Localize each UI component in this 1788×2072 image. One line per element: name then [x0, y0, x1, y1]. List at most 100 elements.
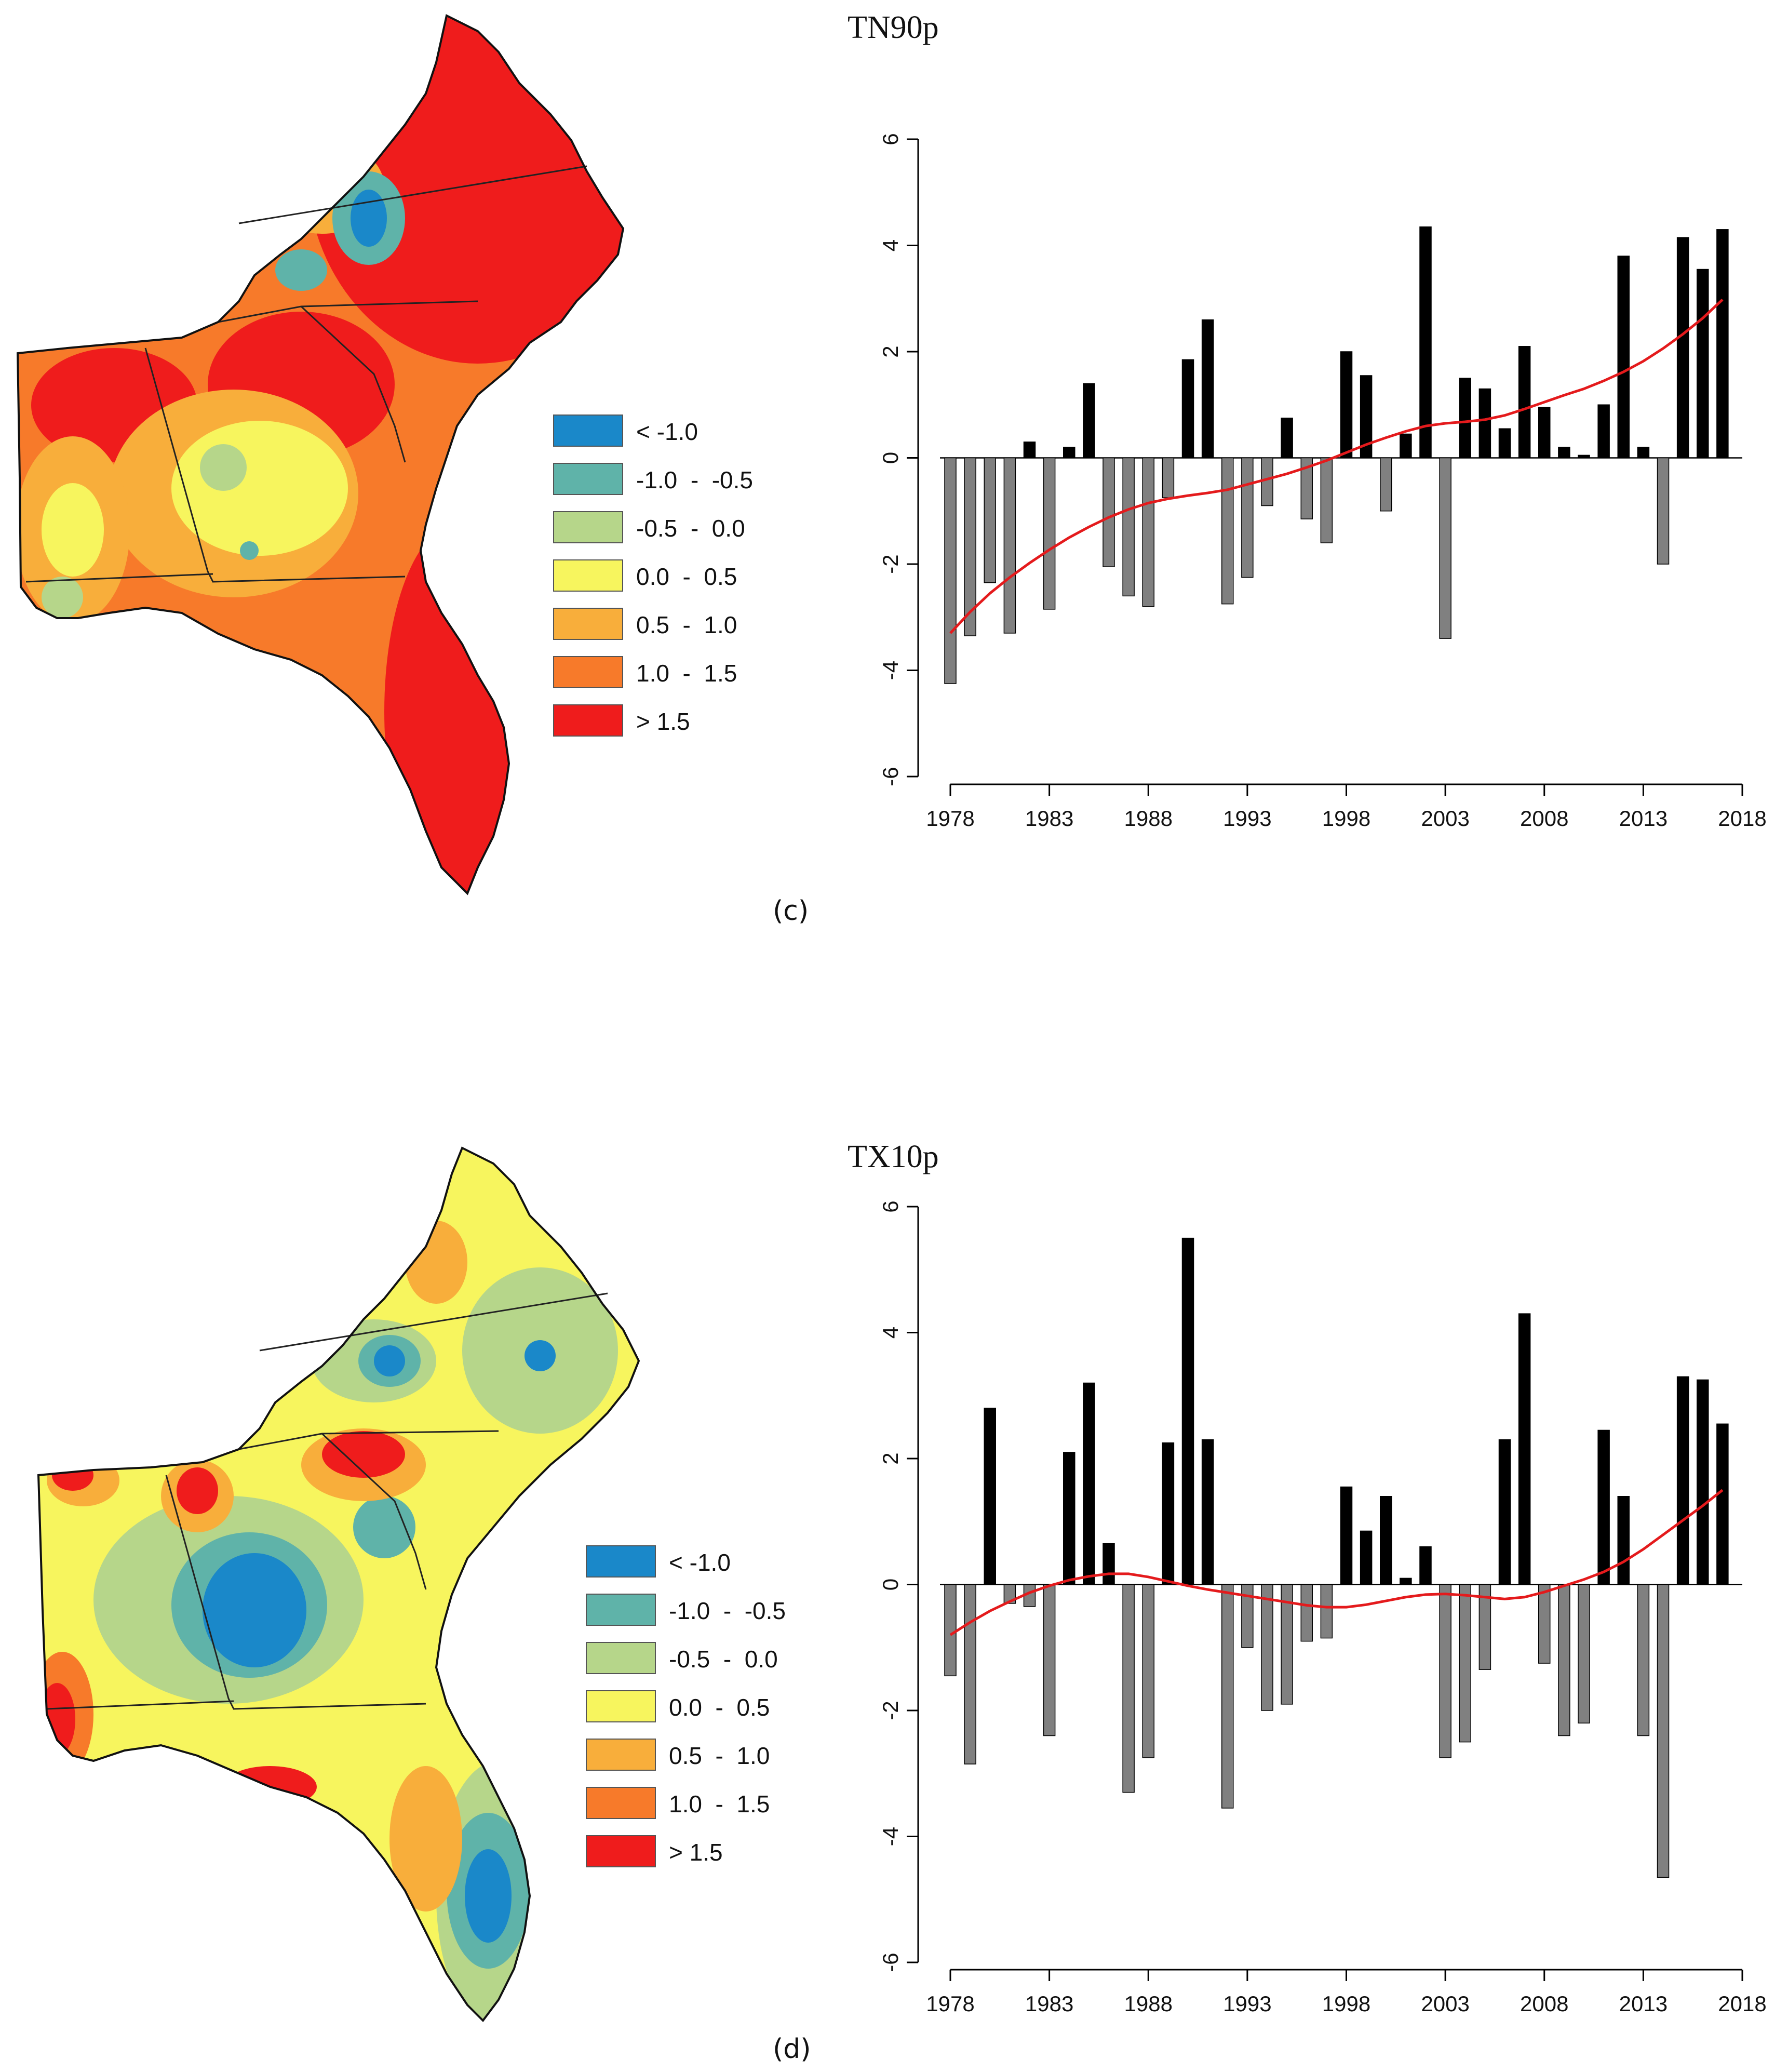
bar: [1181, 359, 1194, 459]
y-tick-label: -2: [878, 1701, 903, 1720]
bar: [1578, 1584, 1590, 1723]
x-tick-label: 1988: [1124, 806, 1173, 831]
legend-label: 0.0 - 0.5: [669, 1694, 770, 1721]
legend-swatch: [553, 704, 623, 737]
bar: [1003, 457, 1016, 634]
bar: [1419, 226, 1432, 459]
legend-swatch: [586, 1739, 656, 1771]
bar: [1617, 1496, 1630, 1585]
bar: [1142, 1584, 1154, 1758]
bar: [1320, 457, 1333, 543]
x-tick-label: 1993: [1223, 806, 1271, 831]
bar: [1597, 1429, 1610, 1585]
x-tick-label: 1983: [1025, 806, 1073, 831]
legend-label: -0.5 - 0.0: [669, 1646, 778, 1673]
y-tick-label: 6: [878, 1200, 903, 1212]
bar: [1518, 1313, 1531, 1585]
x-tick-label: 1998: [1322, 806, 1370, 831]
bar: [1023, 442, 1036, 459]
x-tick-label: 2018: [1718, 806, 1766, 831]
bar: [1083, 1382, 1095, 1585]
bar: [1360, 375, 1373, 459]
y-tick-label: -2: [878, 554, 903, 573]
x-tick-label: 2018: [1718, 1991, 1766, 2016]
bar: [1716, 229, 1729, 459]
bar: [1558, 447, 1570, 459]
bar: [1261, 1584, 1273, 1711]
bar: [1498, 428, 1511, 459]
legend-label: 0.5 - 1.0: [669, 1742, 770, 1769]
tn90p-trend-map: [16, 14, 625, 895]
bar: [1380, 1496, 1392, 1585]
bar: [1320, 1584, 1333, 1639]
bar: [1201, 319, 1214, 459]
trend-line: [949, 298, 1724, 634]
bar: [1558, 1584, 1570, 1736]
legend-label: 1.0 - 1.5: [669, 1790, 770, 1817]
bar: [1657, 457, 1670, 565]
legend-swatch: [553, 415, 623, 447]
legend-swatch: [586, 1835, 656, 1867]
legend-label: < -1.0: [636, 418, 698, 445]
bar: [1221, 457, 1234, 605]
bar: [1459, 1584, 1471, 1743]
legend-label: -1.0 - -0.5: [669, 1597, 786, 1624]
bar: [1538, 407, 1551, 459]
legend-swatch: [553, 511, 623, 543]
bar: [1657, 1584, 1670, 1878]
bar: [1043, 457, 1056, 610]
bar: [944, 1584, 957, 1677]
panel-label: (c): [773, 895, 809, 927]
legend-label: > 1.5: [669, 1839, 723, 1866]
bar: [1340, 1486, 1353, 1585]
legend-swatch: [586, 1545, 656, 1578]
bar: [1637, 1584, 1650, 1736]
bar: [1340, 351, 1353, 459]
trend-line: [949, 1489, 1724, 1636]
legend-swatch: [553, 656, 623, 688]
legend-swatch: [553, 608, 623, 640]
legend-label: -0.5 - 0.0: [636, 515, 745, 542]
x-tick-label: 2013: [1619, 1991, 1668, 2016]
x-tick-label: 2008: [1520, 806, 1568, 831]
bar: [1300, 1584, 1313, 1642]
x-tick-label: 1998: [1322, 1991, 1370, 2016]
legend-d: < -1.0 -1.0 - -0.5 -0.5 - 0.0 0.0 - 0.5 …: [586, 1545, 804, 1878]
legend-label: < -1.0: [669, 1549, 731, 1576]
y-tick-label: 6: [878, 133, 903, 145]
legend-label: 0.5 - 1.0: [636, 611, 737, 638]
bar: [1162, 1442, 1175, 1585]
bar: [1103, 1543, 1115, 1585]
bar: [1142, 457, 1154, 607]
bar: [1716, 1423, 1729, 1585]
bar: [1676, 237, 1689, 459]
legend-swatch: [586, 1787, 656, 1819]
bar: [1063, 1452, 1076, 1585]
bar: [964, 1584, 976, 1764]
y-tick-label: -4: [878, 661, 903, 680]
x-tick-label: 1978: [926, 1991, 974, 2016]
bar: [1281, 1584, 1293, 1705]
bar: [1380, 457, 1392, 512]
bar: [1439, 457, 1451, 639]
y-tick-label: -4: [878, 1827, 903, 1846]
x-tick-label: 2013: [1619, 806, 1668, 831]
x-tick-label: 1993: [1223, 1991, 1271, 2016]
bar: [1538, 1584, 1551, 1664]
bar: [1360, 1530, 1373, 1585]
bar: [1478, 388, 1491, 459]
y-tick-label: 0: [878, 452, 903, 464]
x-tick-label: 1983: [1025, 1991, 1073, 2016]
bar: [1122, 457, 1135, 597]
legend-label: 1.0 - 1.5: [636, 660, 737, 687]
bar: [964, 457, 976, 636]
legend-label: -1.0 - -0.5: [636, 466, 753, 493]
bar: [1083, 383, 1095, 459]
y-tick-label: 2: [878, 1452, 903, 1464]
legend-swatch: [586, 1594, 656, 1626]
bar: [1241, 1584, 1254, 1648]
bar: [1459, 378, 1471, 459]
bar: [1181, 1237, 1194, 1585]
